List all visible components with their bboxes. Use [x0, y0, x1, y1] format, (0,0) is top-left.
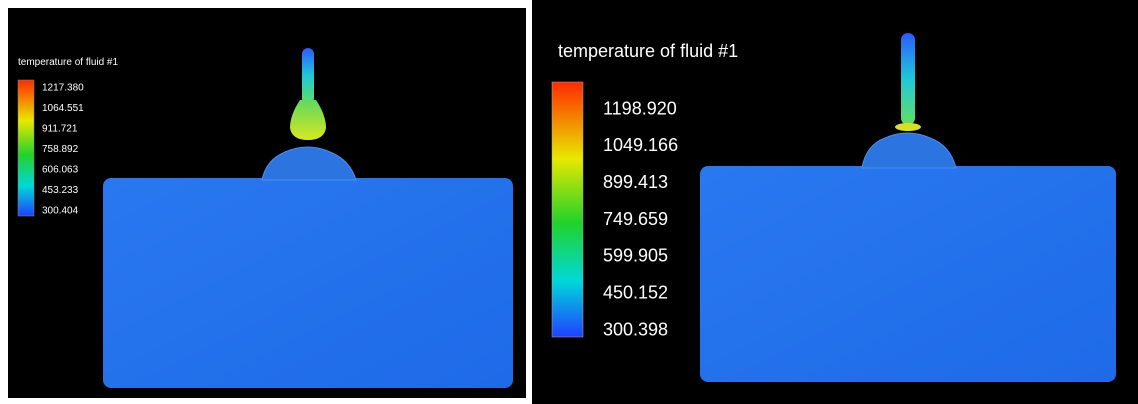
legend-title: temperature of fluid #1	[558, 41, 738, 61]
legend-label: 749.659	[603, 209, 668, 229]
screenshot: temperature of fluid #1 1217.380 1064.551 9…	[0, 0, 1138, 404]
legend-label: 1198.920	[603, 98, 677, 118]
nozzle-ring	[895, 123, 921, 131]
nozzle	[901, 33, 915, 125]
left-panel: temperature of fluid #1 1217.380 1064.551 9…	[8, 8, 526, 398]
legend-label: 606.063	[42, 165, 79, 176]
legend-label: 599.905	[603, 246, 668, 266]
legend-label: 453.233	[42, 185, 79, 196]
legend-label: 450.152	[603, 282, 668, 302]
legend-label: 911.721	[42, 124, 78, 135]
legend-label: 1049.166	[603, 135, 678, 155]
legend-label: 300.398	[603, 319, 668, 339]
legend-label: 1217.380	[42, 83, 84, 94]
legend-title: temperature of fluid #1	[18, 57, 118, 68]
fluid-block	[103, 178, 513, 388]
nozzle	[302, 48, 314, 104]
fluid-block	[700, 166, 1116, 382]
legend-label: 899.413	[603, 172, 668, 192]
legend-label: 1064.551	[42, 103, 84, 114]
colorbar	[18, 80, 34, 216]
legend-label: 758.892	[42, 144, 79, 155]
legend-label: 300.404	[42, 206, 79, 217]
colorbar	[552, 82, 583, 337]
right-panel: temperature of fluid #1 1198.920 1049.166 8…	[532, 0, 1138, 404]
